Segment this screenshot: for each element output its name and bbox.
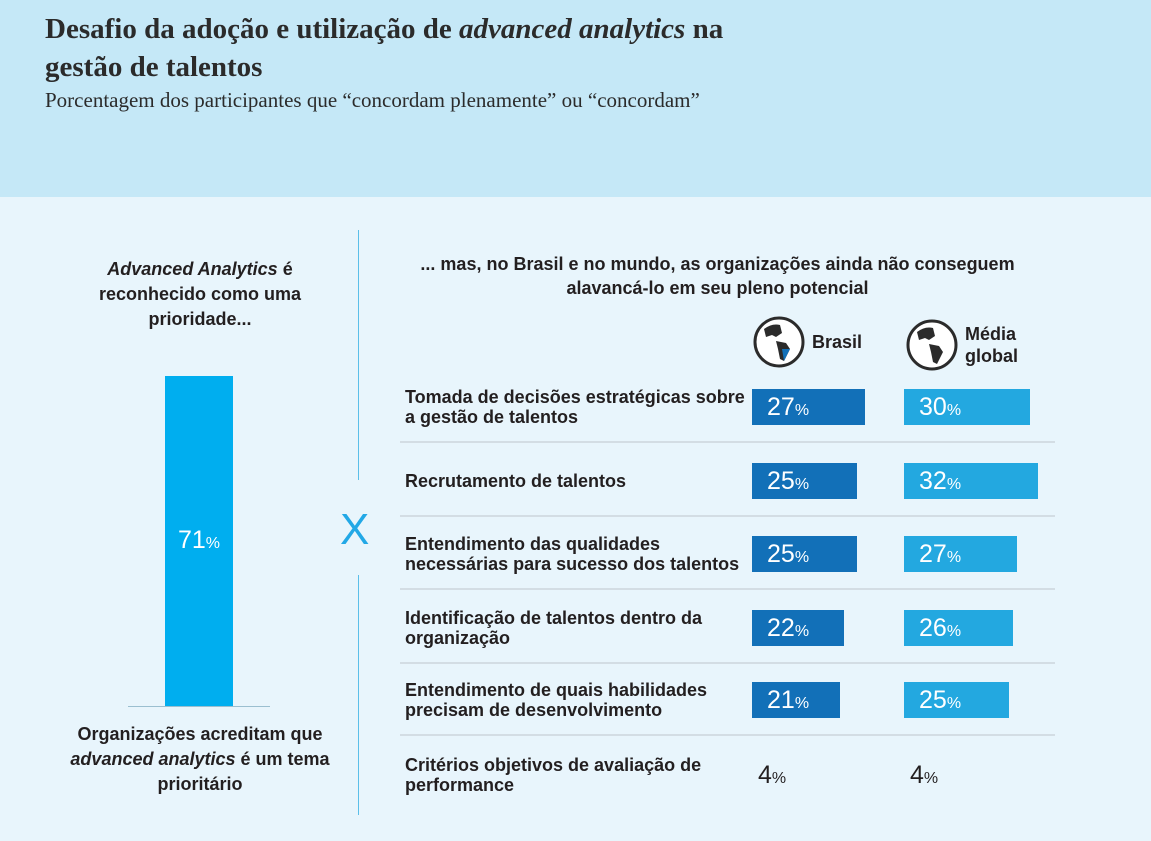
row-label: Critérios objetivos de avaliação de perf… [405,754,702,795]
left-caption: Organizações acreditam que advanced anal… [70,724,330,794]
row-label: Entendimento de quais habilidades precis… [405,679,708,720]
row-divider [400,662,1055,664]
row-divider [400,441,1055,443]
divider-bottom [358,575,359,815]
page-subtitle: Porcentagem dos participantes que “conco… [45,88,700,112]
globe-icon [906,319,958,371]
bar-global: 26% [904,610,1014,646]
bar-brasil: 25% [752,536,857,572]
row-divider [400,734,1055,736]
page-title: Desafio da adoção e utilização de advanc… [45,13,724,83]
row-label: Tomada de decisões estratégicas sobre a … [405,386,745,427]
row-divider [400,515,1055,517]
priority-bar-label: 71% [177,526,221,555]
row-label: Recrutamento de talentos [405,470,627,491]
bar-brasil: 21% [752,682,841,718]
bar-value: 4% [910,760,939,789]
row-label: Entendimento das qualidades necessárias … [405,533,740,574]
bar-global: 27% [904,536,1018,572]
bar-value: 27% [767,392,810,421]
bar-value: 27% [919,539,962,568]
bar-value: 26% [919,613,962,642]
bar-global: 4% [904,757,938,793]
legend-brasil: Brasil [752,315,862,369]
bar-brasil: 27% [752,389,866,425]
baseline [128,706,270,707]
bar-value: 22% [767,613,810,642]
row-label: Identificação de talentos dentro da orga… [405,607,703,648]
bar-value: 25% [919,685,962,714]
table-row: Identificação de talentos dentro da orga… [400,591,1055,664]
bar-value: 30% [919,392,962,421]
bar-global: 25% [904,682,1009,718]
divider-top [358,230,359,480]
table-row: Entendimento das qualidades necessárias … [400,517,1055,590]
bar-value: 25% [767,466,810,495]
legend-global-label: Média global [965,324,1018,366]
legend-brasil-label: Brasil [812,332,863,352]
bar-brasil: 22% [752,610,845,646]
table-row: Critérios objetivos de avaliação de perf… [400,738,1055,811]
left-heading: Advanced Analytics é reconhecido como um… [98,259,302,329]
bar-brasil: 4% [752,757,786,793]
table-row: Entendimento de quais habilidades precis… [400,663,1055,736]
bar-brasil: 25% [752,463,857,499]
bar-value: 21% [767,685,810,714]
versus-mark: X [340,505,370,554]
bar-value: 4% [758,760,787,789]
row-divider [400,588,1055,590]
legend-global: Média global [905,318,1035,372]
priority-bar: 71% [165,375,233,706]
bar-value: 25% [767,539,810,568]
table-row: Tomada de decisões estratégicas sobre a … [400,370,1055,443]
bar-global: 32% [904,463,1039,499]
globe-south-america-icon [753,316,805,368]
bar-global: 30% [904,389,1030,425]
header-band [0,0,1151,197]
right-heading: ... mas, no Brasil e no mundo, as organi… [420,254,1015,298]
bar-value: 32% [919,466,962,495]
table-row: Recrutamento de talentos 25% 32% [400,444,1055,517]
